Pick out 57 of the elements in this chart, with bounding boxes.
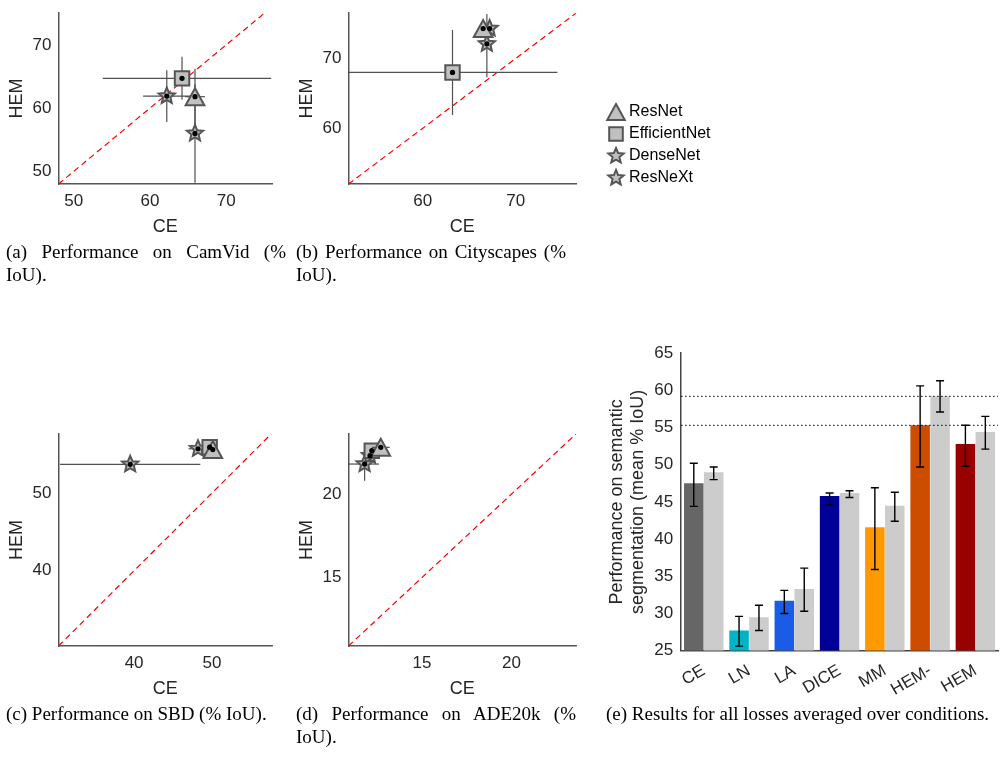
x-tick-label: MM <box>855 660 890 692</box>
y-tick-label: 50 <box>32 161 52 181</box>
x-tick-label: 60 <box>413 190 433 210</box>
x-tick-label: LN <box>725 660 754 688</box>
y-tick-label: 40 <box>32 560 52 580</box>
y-tick-label: 60 <box>322 117 342 137</box>
y-tick-label: 15 <box>322 567 342 587</box>
point <box>472 19 494 39</box>
legend-label: ResNet <box>629 101 683 121</box>
y-axis-title: Performance on semantic segmentation (mean % IoU) <box>605 389 648 614</box>
y-tick-label: 65 <box>654 342 674 362</box>
x-axis-title: CE <box>449 216 475 237</box>
point <box>185 123 205 142</box>
legend-label: DenseNet <box>629 145 701 165</box>
x-axis-title: CE <box>152 216 178 237</box>
text: (d) Performance on ADE20k (% IoU). <box>296 702 576 748</box>
y-tick-label: 70 <box>32 34 52 54</box>
x-tick-label: 50 <box>202 652 222 672</box>
y-tick-label: 70 <box>322 48 342 68</box>
y-tick-label: 20 <box>322 483 342 503</box>
legend-label: ResNeXt <box>629 167 694 187</box>
x-tick-label: 40 <box>124 652 144 672</box>
legend-label: EfficientNet <box>629 123 711 143</box>
x-tick-label: HEM- <box>887 660 935 699</box>
x-tick-label: HEM <box>937 660 980 696</box>
y-axis-title: HEM <box>5 78 26 119</box>
x-tick-label: 60 <box>140 190 160 210</box>
x-tick-label: 70 <box>216 190 236 210</box>
text: (e) Results for all losses averaged over conditions. <box>606 702 991 725</box>
y-tick-label: 60 <box>32 97 52 117</box>
y-axis-title: HEM <box>5 520 26 560</box>
y-tick-label: 55 <box>654 417 674 437</box>
text: (b) Performance on Cityscapes (% IoU). <box>296 240 566 286</box>
y-tick-label: 60 <box>654 380 674 400</box>
text: (a) Performance on CamVid (% IoU). <box>6 240 286 286</box>
x-tick-label: LA <box>771 660 800 688</box>
y-tick-label: 40 <box>654 528 674 548</box>
x-tick-label: 15 <box>412 652 432 672</box>
point <box>444 64 461 81</box>
point <box>173 70 191 87</box>
x-tick-label: 20 <box>502 652 521 672</box>
y-tick-label: 50 <box>654 454 674 474</box>
x-tick-label: 70 <box>506 190 526 210</box>
x-tick-label: 50 <box>64 190 84 210</box>
y-axis-title: HEM <box>295 520 316 560</box>
y-tick-label: 45 <box>654 491 674 511</box>
y-tick-label: 35 <box>654 565 674 585</box>
point <box>184 87 206 107</box>
y-axis-title: HEM <box>295 78 316 119</box>
point <box>157 86 176 104</box>
y-tick-label: 25 <box>654 640 674 660</box>
x-tick-label: CE <box>678 660 709 689</box>
y-tick-label: 50 <box>32 482 52 502</box>
text: (c) Performance on SBD (% IoU). <box>6 702 268 725</box>
point <box>202 440 224 460</box>
point <box>121 454 140 473</box>
y-tick-label: 30 <box>654 603 674 623</box>
